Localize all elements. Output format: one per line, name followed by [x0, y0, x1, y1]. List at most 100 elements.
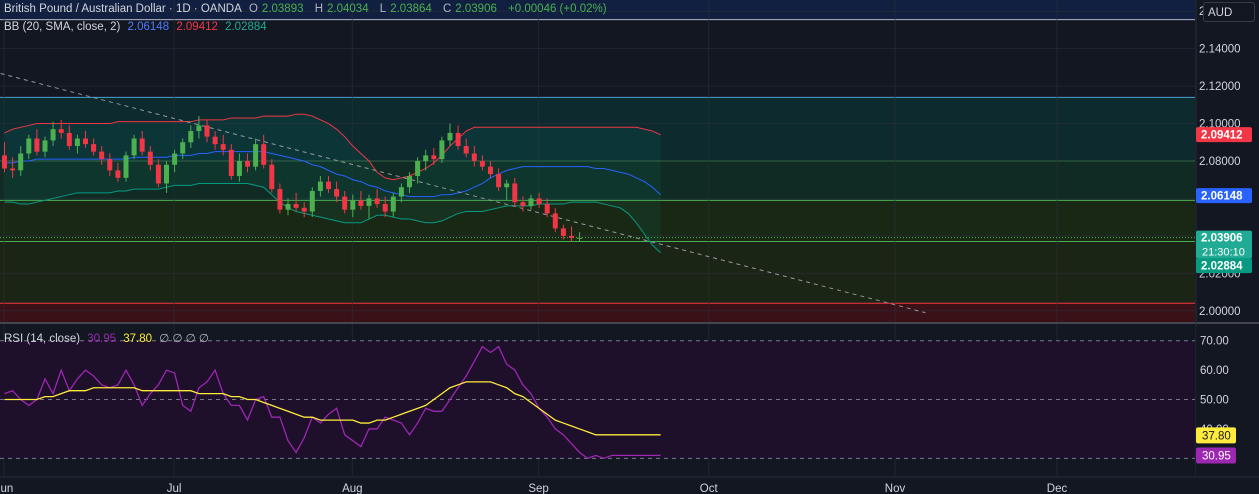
time-axis[interactable]: Jun Jul Aug Sep Oct Nov Dec [0, 476, 1259, 494]
bb-basis-marker-bg [1196, 188, 1252, 204]
candle-body [2, 155, 7, 169]
candle-0 [2, 142, 7, 173]
candle-33 [269, 159, 275, 193]
candle-body [342, 196, 348, 210]
bb-basis-line [4, 151, 661, 198]
candle-30 [245, 153, 250, 173]
candle-61 [496, 168, 502, 191]
candle-57 [463, 138, 469, 158]
candle-67 [544, 198, 550, 218]
price-tick-2: 2.12000 [1199, 81, 1241, 93]
month-label-nov: Nov [885, 483, 906, 494]
candle-body [139, 138, 145, 152]
candle-2 [18, 146, 24, 176]
candle-19 [155, 159, 161, 188]
candle-65 [528, 194, 534, 210]
candle-3 [26, 134, 32, 160]
candle-body [58, 129, 64, 133]
candle-21 [172, 149, 178, 173]
candle-body [415, 161, 421, 176]
candle-body [301, 207, 307, 212]
rsi-line [4, 345, 661, 460]
bb-lower-marker-text: 2.02884 [1201, 261, 1243, 273]
candle-body [520, 202, 526, 206]
candle-body [74, 138, 80, 147]
candle-26 [212, 131, 218, 150]
symbol-legend: British Pound / Australian Dollar · 1D ·… [4, 3, 607, 15]
rsi-value: 30.95 [87, 333, 117, 345]
candle-40 [326, 175, 331, 193]
bb-fill [4, 114, 661, 253]
candle-body [326, 181, 331, 190]
candle-6 [50, 121, 56, 147]
candle-52 [423, 149, 429, 171]
candle-46 [374, 189, 380, 208]
candle-59 [479, 155, 485, 171]
rsi-legend[interactable]: RSI (14, close) 30.95 37.80 ∅ ∅ ∅ ∅ [4, 331, 213, 345]
rsi-series [4, 345, 661, 460]
candle-body [66, 132, 72, 147]
candle-body [220, 144, 226, 150]
candle-body [293, 204, 299, 208]
candle-25 [204, 119, 210, 143]
candle-45 [366, 194, 372, 220]
open-value: 2.03893 [261, 3, 304, 15]
candle-body [439, 140, 445, 160]
bb-basis-value: 2.06148 [127, 21, 170, 33]
price-tick-8: 2.00000 [1199, 306, 1241, 318]
candle-62 [504, 179, 510, 201]
candle-body [196, 125, 202, 132]
candle-54 [439, 136, 445, 163]
candle-51 [415, 157, 421, 184]
bb-basis-marker: 2.06148 [1196, 188, 1252, 204]
currency-button[interactable]: AUD [1203, 2, 1255, 22]
bb-upper-value: 2.09412 [176, 21, 218, 33]
month-label-jul: Jul [167, 483, 182, 494]
rsi-value-marker-text: 30.95 [1202, 451, 1231, 463]
candle-10 [83, 131, 88, 148]
candle-37 [301, 202, 307, 218]
candle-13 [107, 153, 113, 176]
candle-body [236, 161, 242, 176]
candle-42 [342, 190, 348, 214]
candle-23 [188, 125, 194, 148]
high-value: 2.04034 [327, 3, 369, 15]
candle-body [180, 142, 186, 154]
candle-body [34, 138, 40, 152]
candle-body [447, 132, 453, 141]
candle-8 [66, 125, 72, 150]
candle-body [390, 196, 396, 212]
candle-body [488, 166, 493, 175]
candle-55 [447, 123, 453, 147]
rsi-value-marker-bg [1196, 447, 1236, 464]
candle-body [212, 136, 218, 145]
candle-11 [91, 138, 97, 156]
bb-legend[interactable]: BB (20, SMA, close, 2) 2.06148 2.09412 2… [4, 21, 271, 33]
bb-upper-line [4, 113, 661, 181]
candle-70 [569, 226, 574, 242]
candle-60 [488, 161, 493, 178]
rsi-ma-marker-text: 37.80 [1202, 430, 1231, 442]
candle-68 [552, 207, 558, 233]
rsi-label: RSI (14, close) [4, 333, 81, 345]
candle-body [253, 144, 259, 167]
candle-body [50, 129, 56, 141]
candle-body [261, 144, 267, 165]
candle-body [504, 183, 510, 188]
candle-66 [536, 192, 542, 208]
candle-body [334, 189, 340, 197]
candle-body [228, 149, 234, 176]
last-price-text: 2.03906 [1201, 233, 1243, 245]
symbol-name[interactable]: British Pound / Australian Dollar · 1D ·… [4, 3, 242, 15]
candle-body [552, 213, 558, 229]
zone-2 [0, 200, 1195, 242]
candle-1 [10, 157, 16, 178]
candle-body [350, 200, 356, 210]
rsi-ma-marker-bg [1196, 427, 1236, 444]
low-value: 2.03864 [390, 3, 432, 15]
candle-body [560, 228, 566, 236]
rsi-ma-line [4, 381, 661, 436]
candle-17 [139, 131, 145, 156]
candle-28 [228, 144, 234, 180]
